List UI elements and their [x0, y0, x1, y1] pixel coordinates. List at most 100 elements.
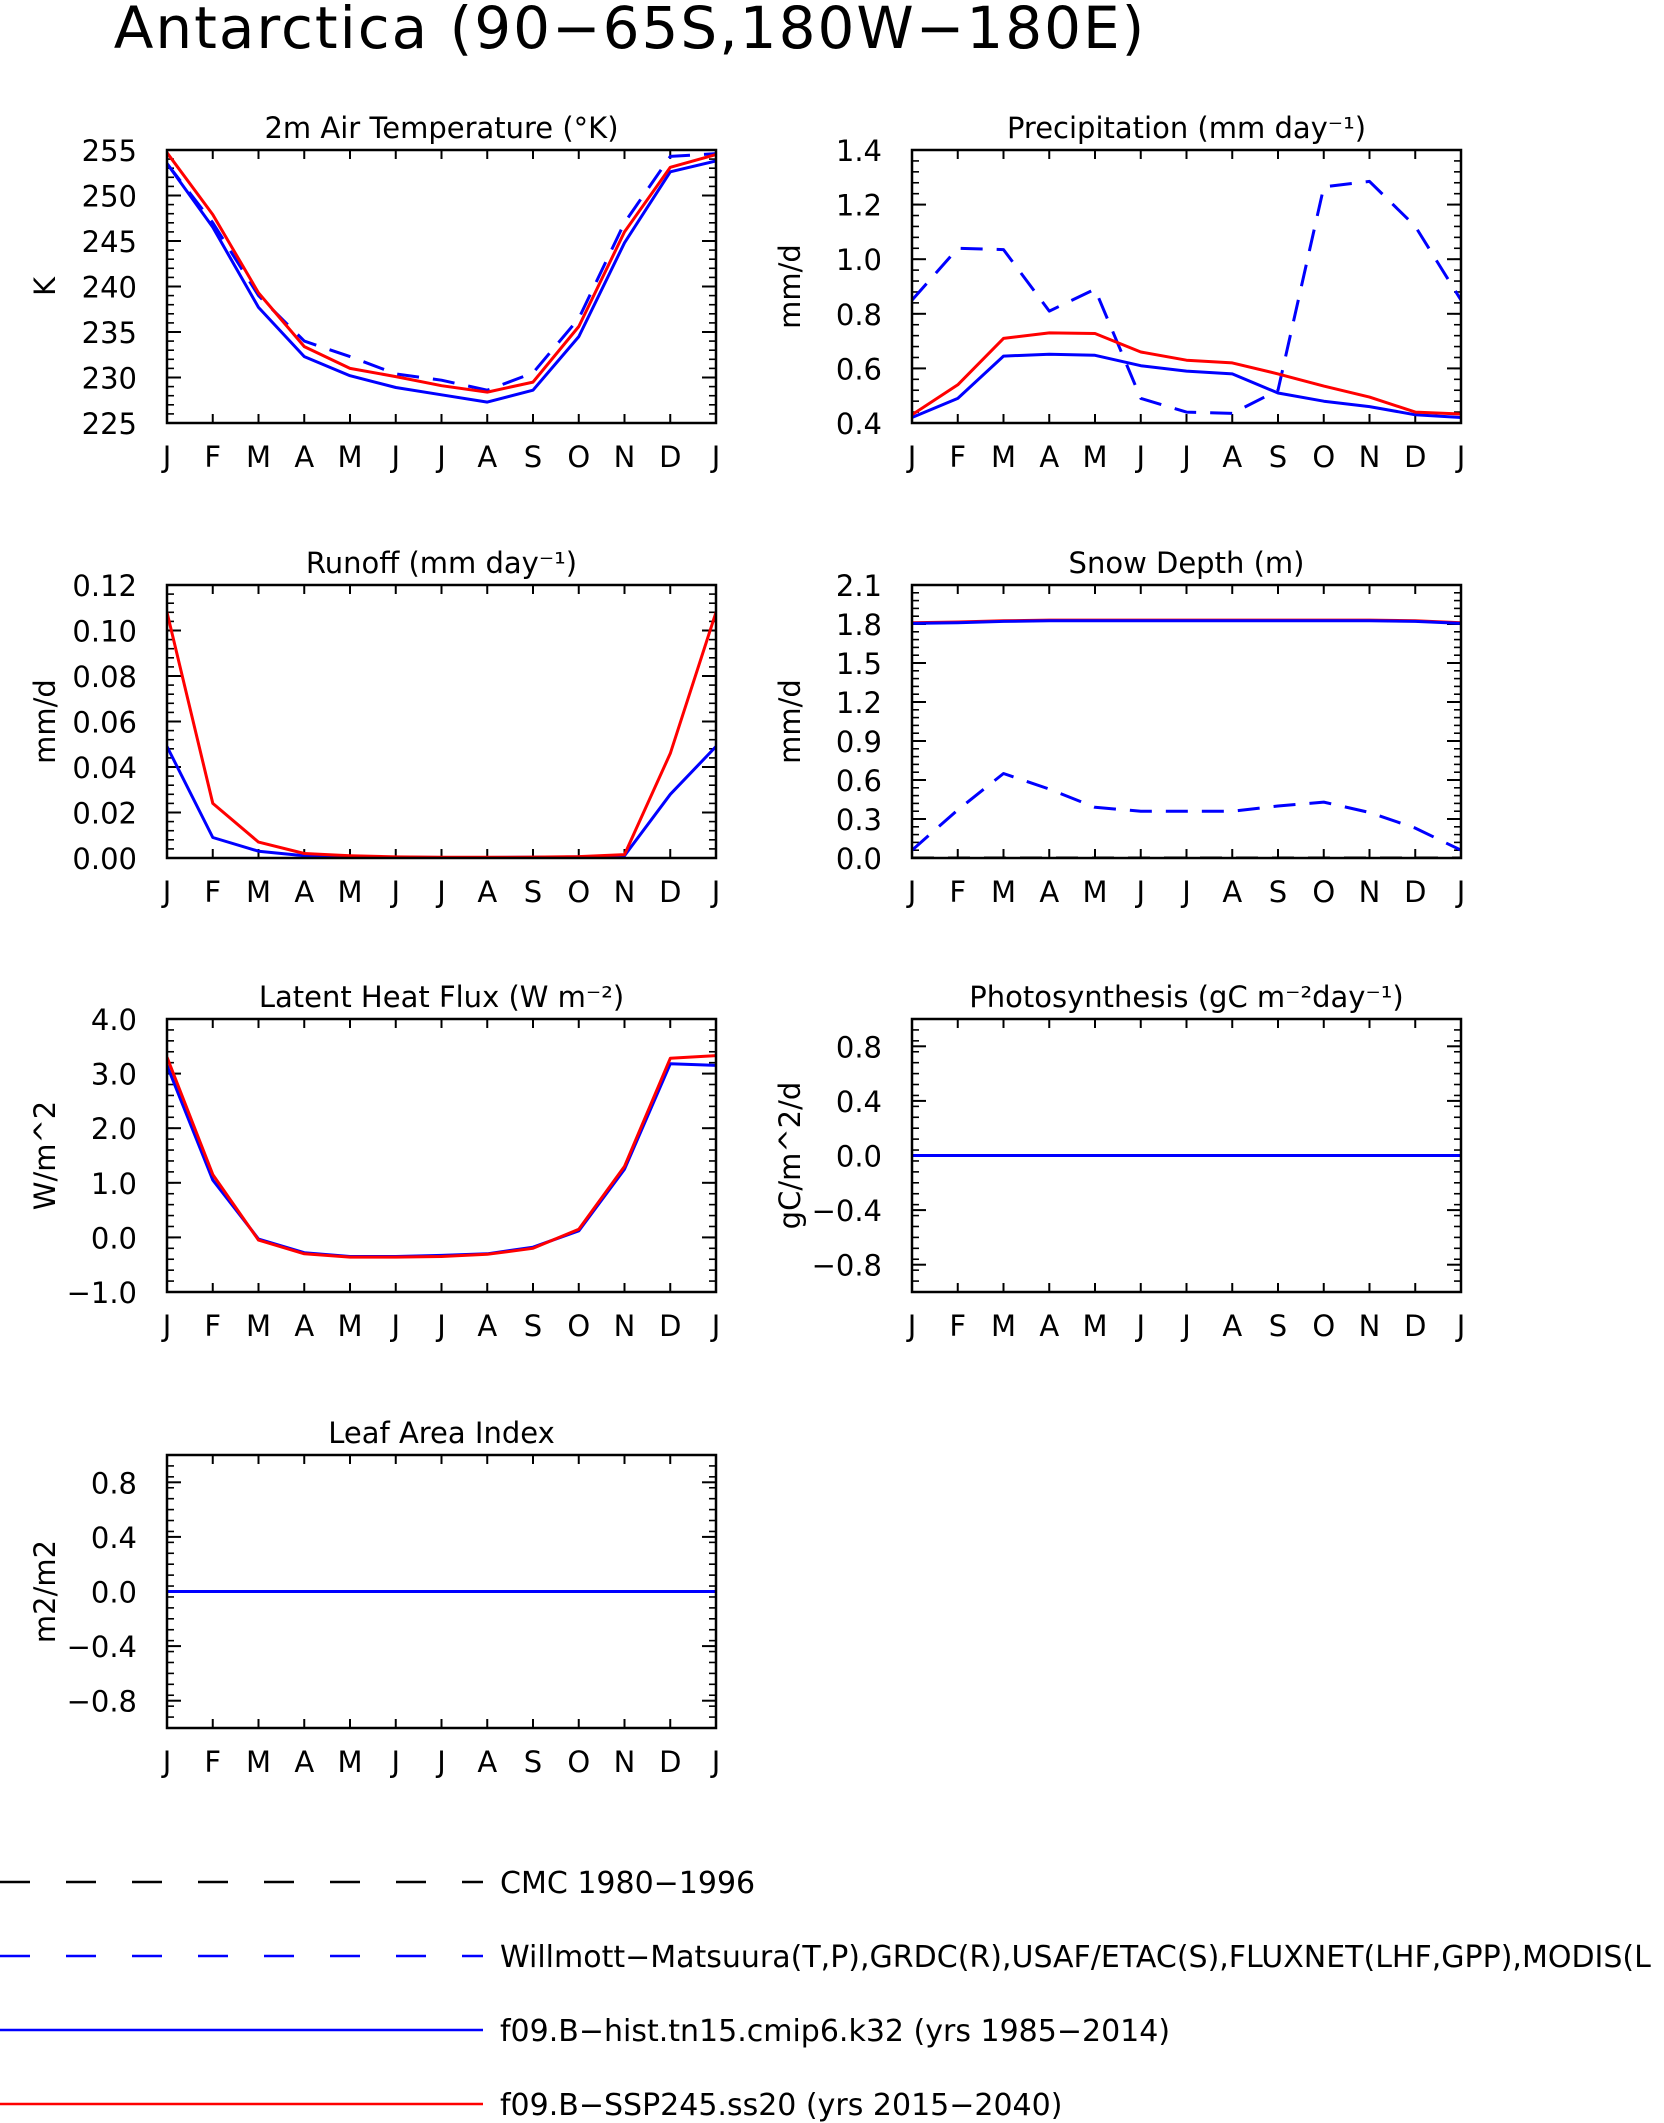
x-tick-label: N [614, 1309, 636, 1343]
y-tick-label: 0.4 [836, 407, 882, 441]
x-tick-label: S [524, 1745, 542, 1779]
x-tick-label: M [246, 440, 271, 474]
y-tick-label: 2.1 [836, 569, 882, 603]
plot-frame [910, 1017, 1463, 1294]
x-tick-label: J [435, 1309, 446, 1343]
x-tick-label: J [1455, 875, 1466, 909]
series-line-ssp [167, 151, 716, 394]
x-tick-label: J [1134, 875, 1145, 909]
series-line-hist [167, 745, 716, 858]
y-tick-label: 0.12 [72, 569, 137, 603]
x-tick-label: O [1312, 440, 1335, 474]
y-tick-label: 0.06 [72, 706, 137, 740]
x-tick-label: O [1312, 1309, 1335, 1343]
y-tick-label: 0.08 [72, 660, 137, 694]
x-tick-label: M [337, 875, 362, 909]
y-tick-label: 1.0 [91, 1167, 137, 1201]
x-tick-label: M [991, 1309, 1016, 1343]
x-tick-label: O [567, 1309, 590, 1343]
x-tick-label: J [906, 875, 917, 909]
x-tick-label: N [614, 1745, 636, 1779]
series-line-obs [167, 152, 716, 392]
panel-title: Latent Heat Flux (W m⁻²) [259, 980, 624, 1014]
x-tick-label: S [1269, 440, 1287, 474]
panel-runoff-mm-day: Runoff (mm day⁻¹)mm/dJ F M A M J J A S O N D J0.000.… [28, 546, 720, 909]
y-tick-label: 1.8 [836, 608, 882, 642]
panel-title: Runoff (mm day⁻¹) [306, 546, 577, 580]
x-tick-label: J [906, 1309, 917, 1343]
x-tick-label: J [389, 1309, 400, 1343]
x-tick-label: S [524, 1309, 542, 1343]
x-tick-label: J [1134, 1309, 1145, 1343]
x-tick-label: M [1082, 875, 1107, 909]
panel-title: 2m Air Temperature (°K) [264, 111, 618, 145]
x-tick-label: J [389, 1745, 400, 1779]
x-tick-label: J [1180, 875, 1191, 909]
series-line-ssp [912, 331, 1461, 417]
x-tick-label: F [204, 875, 221, 909]
panel-title: Snow Depth (m) [1069, 546, 1305, 580]
panel-snow-depth-m: Snow Depth (m)mm/dJ F M A M J J A S O N D J0.00.30.6… [773, 546, 1465, 909]
x-tick-label: F [204, 1309, 221, 1343]
x-tick-label: J [1455, 440, 1466, 474]
x-tick-label: F [204, 440, 221, 474]
x-tick-label: J [161, 1309, 172, 1343]
legend: CMC 1980−1996 Willmott−Matsuura(T,P),GRDC… [0, 1866, 1651, 2123]
legend-label-hist: f09.B−hist.tn15.cmip6.k32 (yrs 1985−2014… [500, 2014, 1170, 2049]
x-tick-label: O [567, 875, 590, 909]
x-tick-label: A [1039, 1309, 1059, 1343]
x-tick-label: J [435, 875, 446, 909]
y-axis-label: W/m^2 [28, 1101, 62, 1210]
x-tick-label: F [949, 1309, 966, 1343]
x-tick-label: J [710, 1745, 721, 1779]
plot-frame [910, 148, 1463, 425]
x-tick-label: J [710, 440, 721, 474]
x-tick-label: J [710, 875, 721, 909]
x-tick-label: M [337, 1745, 362, 1779]
legend-label-ssp: f09.B−SSP245.ss20 (yrs 2015−2040) [500, 2088, 1062, 2123]
x-tick-label: S [524, 875, 542, 909]
series-line-ssp [167, 611, 716, 858]
series-line-obs [912, 772, 1461, 852]
x-tick-label: F [949, 440, 966, 474]
y-tick-label: −1.0 [67, 1276, 137, 1310]
y-axis-label: mm/d [773, 679, 807, 764]
x-tick-label: M [246, 875, 271, 909]
x-tick-label: F [204, 1745, 221, 1779]
x-tick-label: M [1082, 1309, 1107, 1343]
x-tick-label: J [1455, 1309, 1466, 1343]
panel-title: Precipitation (mm day⁻¹) [1007, 111, 1366, 145]
plot-frame [165, 1017, 718, 1294]
y-tick-label: 0.02 [72, 797, 137, 831]
y-tick-label: 245 [82, 225, 137, 259]
y-tick-label: −0.4 [67, 1630, 137, 1664]
y-tick-label: 0.8 [836, 298, 882, 332]
x-tick-label: A [1222, 1309, 1242, 1343]
x-tick-label: M [991, 440, 1016, 474]
legend-label-obs: Willmott−Matsuura(T,P),GRDC(R),USAF/ETAC… [500, 1940, 1651, 1975]
x-tick-label: J [389, 440, 400, 474]
x-tick-label: A [477, 1745, 497, 1779]
y-tick-label: 1.2 [836, 189, 882, 223]
x-tick-label: J [389, 875, 400, 909]
y-axis-label: m2/m2 [28, 1540, 62, 1643]
y-tick-label: 1.2 [836, 686, 882, 720]
x-tick-label: A [1222, 875, 1242, 909]
y-tick-label: 250 [82, 180, 137, 214]
y-tick-label: 0.0 [91, 1576, 137, 1610]
x-tick-label: A [1039, 440, 1059, 474]
x-tick-label: J [161, 1745, 172, 1779]
x-tick-label: M [991, 875, 1016, 909]
x-tick-label: N [1359, 440, 1381, 474]
panel-photosynthesis-gc-m-day: Photosynthesis (gC m⁻²day⁻¹)gC/m^2/dJ F M A… [773, 980, 1465, 1343]
x-tick-label: N [614, 440, 636, 474]
x-tick-label: J [435, 1745, 446, 1779]
y-tick-label: 255 [82, 134, 137, 168]
legend-label-cmc: CMC 1980−1996 [500, 1866, 755, 1901]
panel-latent-heat-flux-w-m: Latent Heat Flux (W m⁻²)W/m^2J F M A M J J A S O N… [28, 980, 720, 1343]
y-tick-label: 0.9 [836, 725, 882, 759]
x-tick-label: A [294, 440, 314, 474]
figure-title: Antarctica (90−65S,180W−180E) [114, 0, 1147, 62]
x-tick-label: A [1222, 440, 1242, 474]
